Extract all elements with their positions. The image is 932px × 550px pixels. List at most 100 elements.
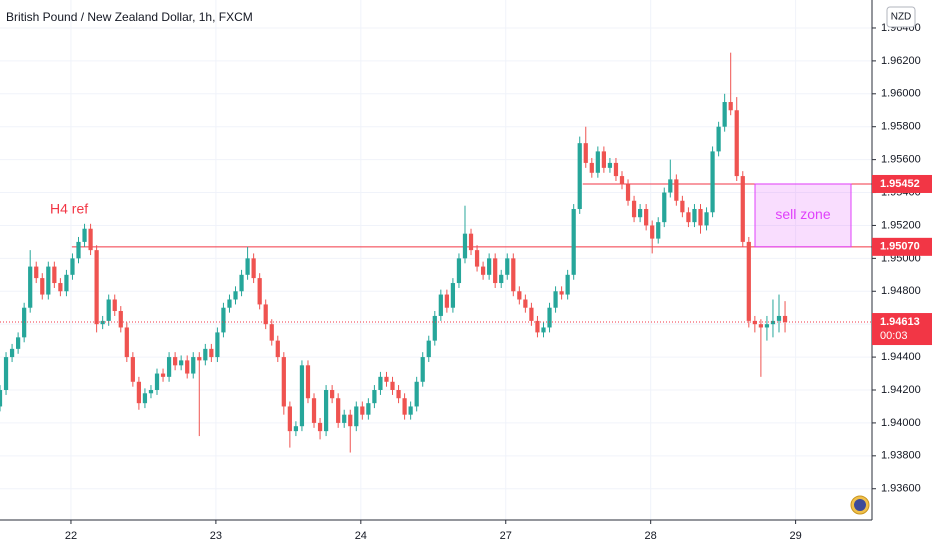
candle-body [571,208,576,275]
chart-title: British Pound / New Zealand Dollar, 1h, … [6,10,253,24]
candle-body [16,337,21,349]
annotation: H4 ref [50,201,88,217]
flag-icon-inner [854,499,866,511]
candle-body [9,348,15,358]
candle-body [650,225,655,239]
candle-body [637,208,643,218]
candle-body [493,258,498,284]
candle-body [76,241,81,259]
candle-body [336,398,341,423]
x-tick-label: 29 [789,530,801,542]
candle-body [535,320,540,333]
candle-body [716,126,721,152]
candle-body [631,200,637,218]
candle-body [40,278,45,295]
candle-body [354,406,359,427]
candle-body [311,398,317,423]
candle-body [251,258,256,279]
x-tick-label: 22 [65,530,77,542]
y-tick-label: 1.94400 [881,351,921,363]
candle-body [287,406,292,432]
candle-body [728,102,733,111]
candle-body [613,162,619,177]
candle-body [148,390,154,394]
candle-body [480,266,486,275]
candle-body [52,266,57,284]
candle-body [782,315,788,323]
candle-body [402,398,407,415]
candle-body [740,176,745,242]
x-tick-label: 24 [355,530,367,542]
candle-body [305,365,311,399]
candle-body [34,266,39,279]
candle-body [396,390,401,399]
candle-body [758,324,763,328]
y-tick-label: 1.94000 [881,417,921,429]
candle-body [94,250,99,325]
candle-body [360,406,365,415]
candle-body [82,228,87,242]
candle-body [625,184,631,201]
candle-body [384,376,389,382]
candle-body [607,162,613,168]
candle-body [390,381,395,390]
candle-body [227,299,232,308]
candle-body [499,274,504,284]
candle-body [64,274,69,292]
candle-body [529,307,534,321]
candle-body [438,294,443,316]
candle-body [366,403,371,415]
candle-body [420,357,425,382]
candle-body [414,381,419,407]
y-tick-label: 1.93800 [881,450,921,462]
candle-body [281,357,286,407]
candle-body [348,414,353,427]
candle-body [203,348,208,361]
countdown-label: 00:03 [880,330,908,342]
candle-body [559,291,564,295]
candle-body [432,315,437,341]
candle-body [619,176,625,185]
candle-body [462,233,468,259]
candle-body [523,299,528,308]
candle-body [644,208,649,226]
candle-body [233,291,238,300]
candle-body [112,299,117,312]
candle-body [686,212,691,223]
candle-body [124,327,129,358]
candle-body [209,348,214,358]
candle-body [553,291,558,308]
candle-body [166,357,172,377]
candle-body [426,340,431,358]
candle-body [70,258,75,275]
candle-body [565,274,570,295]
y-tick-label: 1.96200 [881,55,921,67]
candle-body [58,283,63,292]
sell-zone [754,183,852,248]
last-price-label: 1.94613 [880,316,920,328]
candle-body [191,357,196,374]
y-tick-label: 1.94200 [881,384,921,396]
currency-box [886,6,916,28]
candle-body [378,376,383,390]
candle-body [28,266,33,308]
candle-body [215,332,220,358]
candle-body [704,212,709,226]
candle-body [474,250,480,267]
candle-body [299,365,305,427]
candle-body [487,258,492,275]
candle-body [0,390,3,407]
candle-body [511,258,516,292]
candle-body [601,151,606,168]
candle-body [46,266,51,295]
candle-body [323,390,329,432]
level-label: 1.95452 [880,178,920,190]
candle-body [456,258,462,284]
candle-body [746,241,751,321]
candle-body [372,390,377,404]
plot: sell zone H4 ref [0,52,872,453]
candle-body [293,426,299,432]
candle-body [269,324,274,341]
candle-body [692,208,697,223]
